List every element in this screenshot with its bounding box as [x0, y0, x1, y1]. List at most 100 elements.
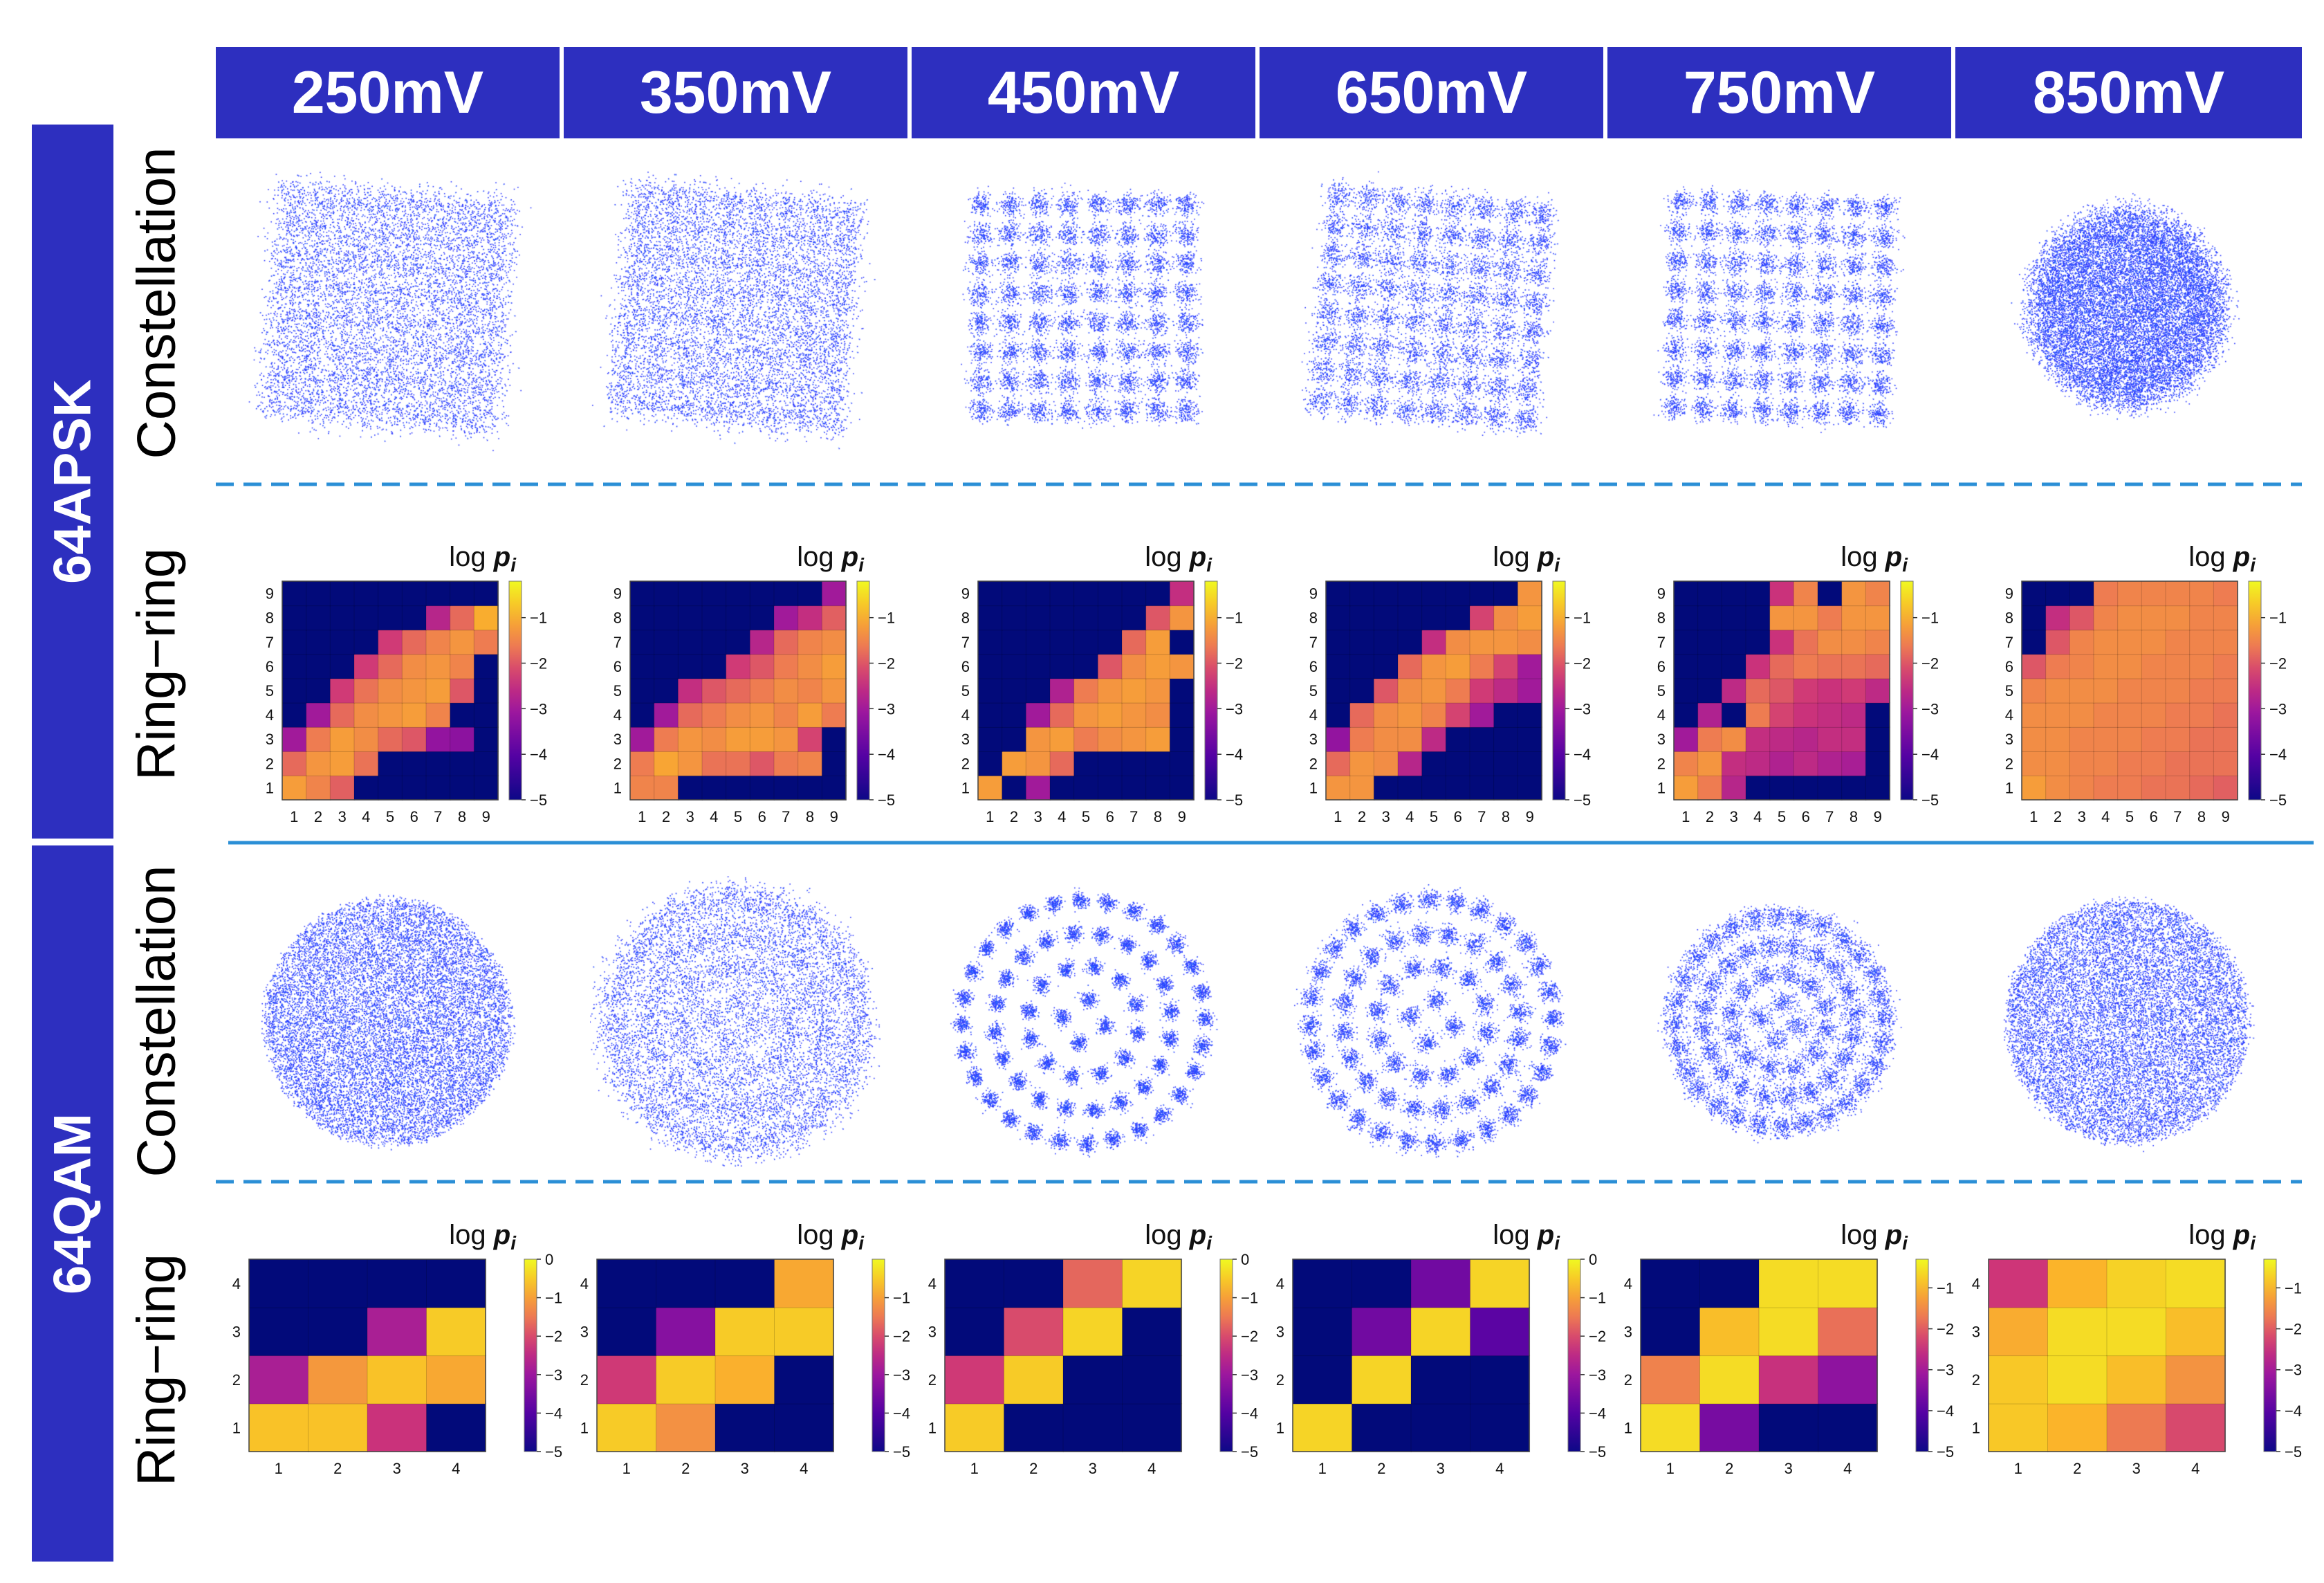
colorbar-tick-label: −5: [1589, 1443, 1606, 1461]
heatmap-cell: [1145, 775, 1171, 801]
heatmap-ytick: 2: [266, 755, 274, 772]
heatmap-xtick: 4: [1843, 1460, 1852, 1477]
heatmap-cell: [2069, 629, 2095, 655]
heatmap-cell: [2069, 677, 2095, 704]
heatmap-ytick: 3: [2005, 731, 2013, 748]
heatmap-cell: [1025, 702, 1051, 728]
heatmap-cell: [714, 1259, 775, 1308]
heatmap-cell: [2165, 677, 2191, 704]
heatmap-cell: [1049, 751, 1075, 777]
heatmap-cell: [1721, 629, 1747, 655]
heatmap-xtick: 1: [1681, 808, 1690, 825]
heatmap-cell: [629, 580, 655, 607]
heatmap-cell: [1169, 702, 1195, 728]
heatmap-cell: [596, 1307, 657, 1357]
heatmap-cell: [2021, 702, 2047, 728]
heatmap-cell: [1793, 677, 1819, 704]
heatmap-xtick: 4: [2191, 1460, 2200, 1477]
colorbar-tick-label: −2: [1226, 655, 1243, 672]
colorbar-tick-label: −3: [2285, 1362, 2302, 1379]
heatmap-cell: [282, 775, 307, 801]
heatmap-frame: [248, 1259, 486, 1452]
heatmap-cell: [2021, 751, 2047, 777]
colorbar-tick-label: −5: [1241, 1443, 1258, 1461]
heatmap-xtick: 6: [1802, 808, 1810, 825]
heatmap-cell: [378, 605, 403, 631]
heatmap-cell: [2021, 726, 2047, 752]
heatmap-cell: [677, 751, 703, 777]
heatmap-cell: [2093, 580, 2119, 607]
heatmap-cell: [726, 629, 751, 655]
heatmap-ytick: 3: [232, 1323, 241, 1340]
heatmap-ytick: 8: [614, 610, 622, 627]
heatmap-cell: [2213, 653, 2239, 679]
heatmap-cell: [2069, 702, 2095, 728]
colorbar-tick-label: −4: [1226, 746, 1243, 763]
heatmap-cell: [677, 702, 703, 728]
colorbar-tick-label: −3: [1589, 1366, 1606, 1384]
heatmap-ytick: 6: [961, 658, 970, 675]
heatmap-cell: [701, 580, 727, 607]
heatmap-cell: [329, 726, 356, 752]
heatmap-cell: [1758, 1307, 1819, 1357]
heatmap-cell: [1073, 702, 1099, 728]
heatmap-cell: [2045, 751, 2071, 777]
heatmap-cell: [773, 629, 799, 655]
heatmap-cell: [1169, 605, 1195, 631]
heatmap-cell: [1349, 580, 1375, 607]
heatmap-ytick: 4: [1309, 706, 1318, 724]
heatmap-cell: [450, 580, 475, 607]
heatmap-cell: [248, 1355, 309, 1404]
heatmap-cell: [1097, 775, 1123, 801]
heatmap-cell: [1769, 726, 1795, 752]
heatmap-cell: [1169, 677, 1195, 704]
heatmap-ytick: 5: [961, 682, 970, 699]
heatmap-ytick: 9: [1309, 585, 1318, 603]
heatmap-cell: [1421, 751, 1447, 777]
heatmap-ytick: 7: [266, 634, 274, 651]
heatmap-cell: [701, 751, 727, 777]
heatmap-cell: [2093, 653, 2119, 679]
heatmap-cell: [773, 775, 799, 801]
colorbar-title: log pi: [797, 542, 865, 576]
heatmap-cell: [1025, 580, 1051, 607]
colorbar-tick-label: −3: [1574, 700, 1591, 717]
heatmap-cell: [1493, 775, 1519, 801]
heatmap-ytick: 5: [266, 682, 274, 699]
heatmap-cell: [1049, 702, 1075, 728]
heatmap-cell: [1818, 1403, 1879, 1453]
heatmap-ytick: 1: [928, 1419, 937, 1436]
colorbar-tick-label: −1: [1574, 610, 1591, 627]
heatmap-ytick: 4: [580, 1275, 589, 1292]
heatmap-xtick: 1: [622, 1460, 631, 1477]
heatmap-ytick: 1: [1657, 779, 1666, 796]
heatmap-cell: [629, 751, 655, 777]
heatmap-cell: [2213, 775, 2239, 801]
heatmap-cell: [1349, 726, 1375, 752]
heatmap-cell: [1517, 605, 1543, 631]
heatmap-cell: [2047, 1307, 2108, 1357]
heatmap-cell: [821, 629, 847, 655]
heatmap-cell: [2117, 751, 2143, 777]
heatmap-cell: [378, 629, 403, 655]
heatmap-cell: [2213, 702, 2239, 728]
heatmap-ytick: 7: [1657, 634, 1666, 651]
heatmap-cell: [1697, 677, 1723, 704]
heatmap-cell: [2189, 677, 2215, 704]
heatmap-cell: [1865, 653, 1891, 679]
colorbar-tick-label: −1: [1226, 610, 1243, 627]
heatmap-frame: [944, 1259, 1182, 1452]
heatmap-ytick: 9: [1657, 585, 1666, 603]
heatmap-cell: [1865, 580, 1891, 607]
heatmap-cell: [1865, 751, 1891, 777]
heatmap-cell: [2047, 1355, 2108, 1404]
heatmap-xtick: 7: [2173, 808, 2182, 825]
heatmap-cell: [726, 775, 751, 801]
colorbar-tick-label: −1: [1589, 1290, 1606, 1307]
heatmap-cell: [1397, 751, 1423, 777]
heatmap-cell: [1470, 1403, 1531, 1453]
heatmap-ytick: 1: [1624, 1419, 1632, 1436]
heatmap-cell: [1349, 751, 1375, 777]
heatmap-cell: [1988, 1403, 2049, 1453]
heatmap-qam-5: 1 2 3 4 1 2 3 4 −1 −2 −3 −4 −5 log pi: [1972, 1220, 2302, 1477]
